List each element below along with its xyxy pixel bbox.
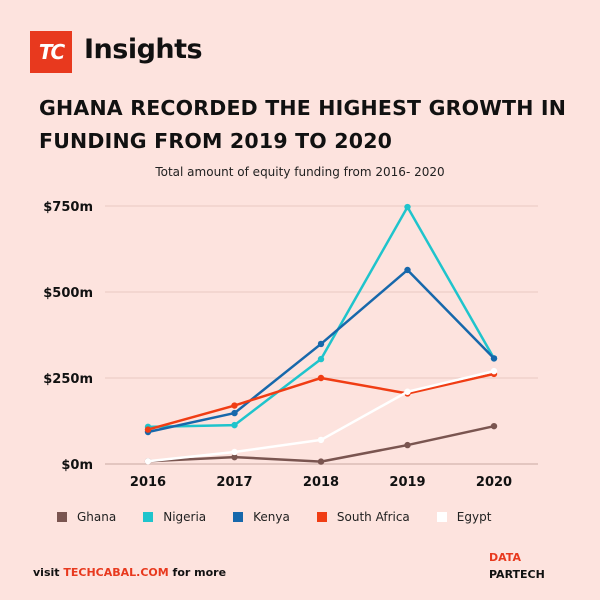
brand-logo-text: TC <box>38 40 65 64</box>
data-point-south-africa <box>144 426 152 433</box>
data-point-egypt <box>317 436 325 444</box>
legend-label: South Africa <box>336 510 410 524</box>
data-point-nigeria <box>231 421 238 429</box>
data-point-kenya <box>490 355 498 362</box>
legend-swatch <box>57 512 67 522</box>
series-line-nigeria <box>147 205 496 429</box>
data-point-egypt <box>404 388 411 395</box>
headline: GHANA RECORDED THE HIGHEST GROWTH IN FUN… <box>39 96 567 153</box>
data-point-kenya <box>231 409 238 417</box>
data-point-south-africa <box>317 374 325 382</box>
footer-suffix: for more <box>168 566 227 579</box>
data-point-egypt <box>144 458 152 465</box>
footer-note: visit TECHCABAL.COM for more <box>33 566 226 579</box>
data-point-egypt <box>490 367 498 375</box>
legend-label: Ghana <box>77 510 117 524</box>
y-tick-label: $500m <box>43 286 93 301</box>
chart-title: Total amount of equity funding from 2016… <box>155 165 445 179</box>
legend-item-egypt: Egypt <box>436 510 492 524</box>
data-point-egypt <box>231 448 238 456</box>
brand-logo: TC <box>30 31 72 73</box>
series-line-kenya <box>147 268 495 434</box>
y-tick-label: $750m <box>43 200 93 215</box>
legend-item-ghana: Ghana <box>57 510 116 524</box>
legend-label: Nigeria <box>163 510 207 524</box>
legend-swatch <box>233 512 244 522</box>
legend-swatch <box>436 512 447 522</box>
legend-label: Kenya <box>253 510 290 524</box>
brand-name: Insights <box>84 34 203 65</box>
data-point-ghana <box>317 458 325 465</box>
data-source: DATA PARTECH <box>489 549 545 583</box>
legend-item-kenya: Kenya <box>233 510 290 524</box>
data-point-nigeria <box>404 203 411 211</box>
data-point-nigeria <box>317 355 325 363</box>
legend-swatch <box>316 512 327 522</box>
legend-swatch <box>143 512 154 522</box>
y-tick-label: $250m <box>43 372 93 387</box>
data-point-ghana <box>404 441 411 449</box>
chart-legend: Ghana Nigeria Kenya South Africa Egypt <box>57 510 518 524</box>
data-point-south-africa <box>231 402 238 409</box>
source-name: PARTECH <box>489 568 545 581</box>
source-label: DATA <box>489 551 521 564</box>
y-tick-label: $0m <box>61 458 93 473</box>
x-tick-label: 2016 <box>130 475 166 490</box>
footer-site-link[interactable]: TECHCABAL.COM <box>63 566 169 579</box>
data-point-ghana <box>231 453 238 461</box>
x-tick-label: 2017 <box>216 475 252 490</box>
x-tick-label: 2018 <box>303 475 339 490</box>
legend-item-south-africa: South Africa <box>316 510 410 524</box>
footer-prefix: visit <box>33 566 64 579</box>
x-tick-label: 2019 <box>389 475 425 490</box>
legend-item-nigeria: Nigeria <box>143 510 206 524</box>
legend-label: Egypt <box>456 510 492 524</box>
data-point-ghana <box>490 422 498 430</box>
data-point-kenya <box>404 266 411 274</box>
x-tick-label: 2020 <box>476 475 512 490</box>
data-point-kenya <box>317 340 325 348</box>
